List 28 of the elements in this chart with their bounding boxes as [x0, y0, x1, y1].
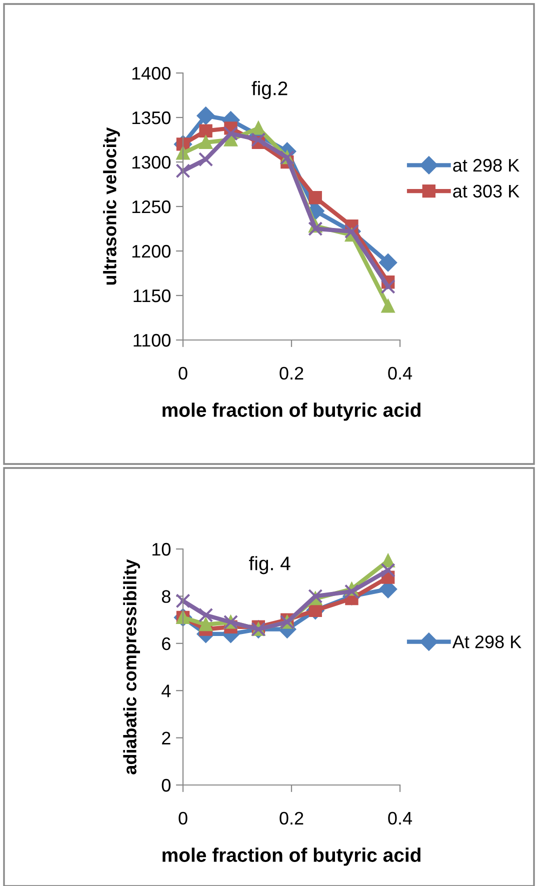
y-tick-label: 1250 [132, 200, 170, 214]
chart-title: fig.2 [252, 81, 288, 100]
y-tick-label: 6 [162, 637, 170, 650]
y-tick-label: 1200 [132, 244, 170, 258]
y-tick-label: 2 [162, 732, 170, 744]
legend-label: at 298 K [453, 158, 520, 172]
x-tick-label: 0.2 [280, 812, 304, 825]
y-tick-label: 10 [152, 542, 170, 556]
x-axis-title: mole fraction of butyric acid [162, 848, 420, 866]
x-tick-label: 0 [178, 812, 188, 825]
x-tick-label: 0.4 [388, 366, 412, 380]
x-tick-label: 0.4 [388, 812, 412, 825]
legend-label: at 303 K [453, 184, 520, 198]
y-axis-title: adiabatic compressibility [123, 559, 140, 774]
y-tick-label: 1400 [132, 66, 170, 80]
y-tick-label: 4 [162, 684, 171, 698]
y-tick-label: 8 [162, 590, 170, 603]
y-tick-label: 1300 [132, 156, 170, 169]
x-tick-label: 0 [178, 366, 188, 380]
y-tick-label: 1350 [132, 111, 170, 124]
y-tick-label: 1100 [134, 334, 170, 347]
y-axis-title: ultrasonic velocity [103, 127, 120, 285]
legend-label: At 298 K [452, 635, 522, 648]
x-tick-label: 0.2 [280, 366, 304, 380]
y-tick-label: 0 [162, 778, 170, 792]
x-axis-title: mole fraction of butyric acid [162, 402, 420, 421]
y-tick-label: 1150 [134, 289, 170, 302]
chart-title: fig. 4 [249, 556, 290, 574]
